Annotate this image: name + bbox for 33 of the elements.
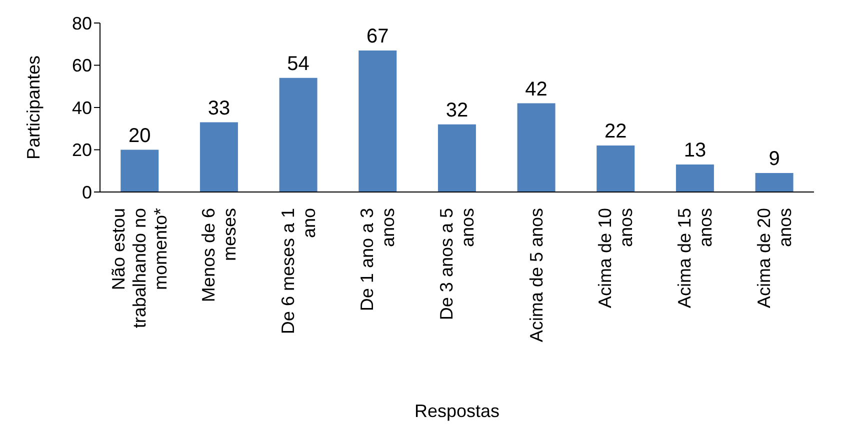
x-tick-label: De 1 ano a 3 anos (357, 208, 398, 312)
data-label: 20 (128, 124, 151, 147)
x-tick-label: Acima de 10 anos (595, 208, 636, 308)
data-label: 67 (366, 25, 389, 48)
data-label: 13 (684, 140, 706, 162)
bar (120, 150, 159, 192)
x-tick-label: Acima de 20 anos (754, 208, 795, 308)
bar (279, 78, 318, 192)
bar (517, 103, 556, 192)
x-tick-label: De 3 anos a 5 anos (436, 208, 478, 320)
data-label: 22 (604, 120, 627, 143)
x-tick-label: Acima de 15 anos (674, 208, 716, 308)
bar (676, 164, 714, 192)
y-axis-title: Participantes (23, 55, 44, 160)
bar (755, 172, 794, 192)
bar (596, 146, 635, 192)
y-tick-label: 40 (72, 98, 92, 118)
bar (438, 124, 476, 192)
x-tick-label: Não estou trabalhando no momento* (108, 208, 171, 328)
bar (358, 50, 397, 192)
bar (200, 122, 238, 192)
data-label: 32 (446, 99, 468, 122)
x-tick-label: De 6 meses a 1 ano (278, 208, 319, 334)
y-tick-label: 20 (72, 140, 92, 160)
y-tick-label: 60 (72, 56, 92, 76)
x-tick-label: Acima de 5 anos (526, 208, 546, 342)
data-label: 33 (208, 97, 230, 120)
x-axis-title: Respostas (414, 401, 500, 421)
y-tick-label: 80 (72, 13, 92, 34)
data-label: 9 (768, 148, 780, 170)
y-tick-label: 0 (82, 182, 92, 202)
data-label: 42 (525, 78, 548, 100)
data-label: 54 (287, 52, 310, 75)
